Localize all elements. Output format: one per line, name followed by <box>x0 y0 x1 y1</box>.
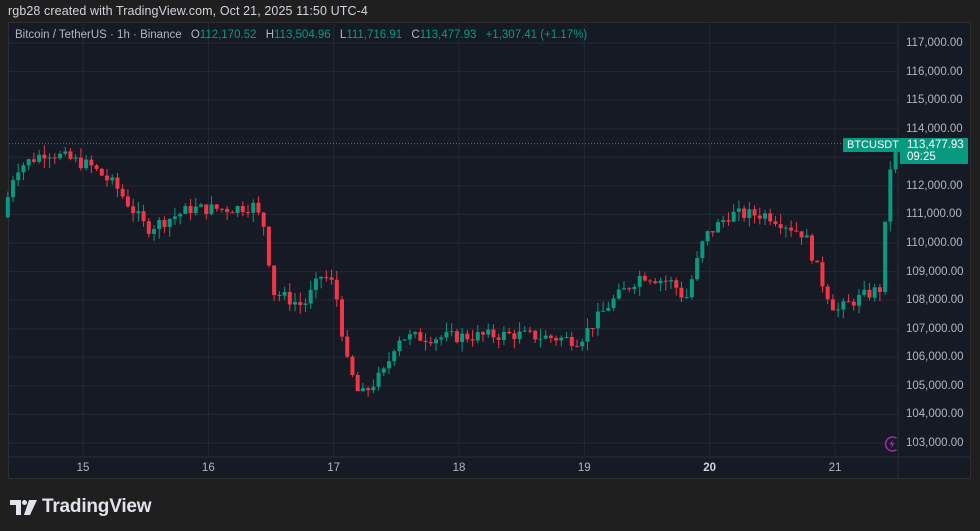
tradingview-logo-text: TradingView <box>42 496 152 517</box>
price-tick-label: 117,000.00 <box>906 37 963 49</box>
ohlc-legend: Bitcoin / TetherUS · 1h · Binance O112,1… <box>15 29 587 41</box>
candles <box>5 141 898 397</box>
last-price-value: 113,477.93 <box>907 139 964 151</box>
tradingview-logo[interactable]: TradingView <box>10 496 152 518</box>
last-price-tag: 113,477.93 09:25 <box>900 138 968 164</box>
time-tick-label: 17 <box>327 462 341 474</box>
price-tick-label: 109,000.00 <box>906 265 964 278</box>
chart-credit: rgb28 created with TradingView.com, Oct … <box>8 4 368 18</box>
change-value: +1,307.41 (+1.17%) <box>485 29 588 41</box>
price-tick-label: 103,000.00 <box>906 436 964 449</box>
price-tick-label: 104,000.00 <box>906 408 964 421</box>
high-value: 113,504.96 <box>274 29 331 41</box>
time-tick-label: 18 <box>452 462 466 474</box>
low-label: L <box>339 29 347 41</box>
price-tick-label: 105,000.00 <box>906 379 964 392</box>
time-tick-label: 15 <box>76 462 90 474</box>
price-tick-label: 107,000.00 <box>906 322 964 335</box>
price-tick-label: 110,000.00 <box>906 236 963 249</box>
time-tick-label: 20 <box>703 462 717 474</box>
symbol-label[interactable]: Bitcoin / TetherUS · 1h · Binance <box>15 29 182 41</box>
price-tick-label: 111,000.00 <box>906 208 962 221</box>
lightning-icon[interactable] <box>883 435 901 453</box>
time-tick-label: 16 <box>201 462 215 474</box>
chart-grid <box>9 23 970 478</box>
close-label: C <box>411 29 420 41</box>
price-tick-label: 115,000.00 <box>906 94 963 107</box>
price-tick-label: 112,000.00 <box>906 179 963 192</box>
tradingview-logo-icon <box>10 499 37 515</box>
high-label: H <box>265 29 274 41</box>
price-tick-label: 106,000.00 <box>906 351 964 364</box>
bar-countdown: 09:25 <box>907 151 936 163</box>
low-value: 111,716.91 <box>346 29 403 41</box>
time-tick-label: 19 <box>577 462 591 474</box>
price-tick-label: 114,000.00 <box>906 122 963 135</box>
open-label: O <box>190 29 200 41</box>
price-tick-label: 108,000.00 <box>906 294 964 307</box>
open-value: 112,170.52 <box>199 29 257 41</box>
symbol-price-tag: BTCUSDT <box>843 138 903 152</box>
close-value: 113,477.93 <box>419 29 477 41</box>
price-tick-label: 116,000.00 <box>906 65 963 78</box>
time-tick-label: 21 <box>828 462 842 474</box>
